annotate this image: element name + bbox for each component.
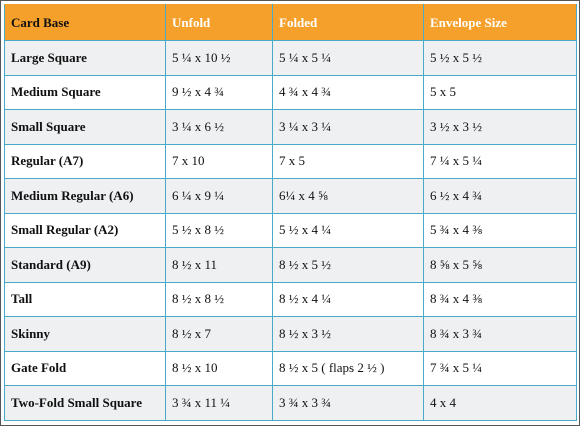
unfold-cell: 8 ½ x 8 ½ xyxy=(165,281,273,317)
card-base-cell: Regular (A7) xyxy=(4,143,166,179)
unfold-cell: 8 ½ x 7 xyxy=(165,316,273,352)
folded-cell: 3 ¾ x 3 ¾ xyxy=(272,385,424,421)
card-base-cell: Medium Square xyxy=(4,74,166,110)
unfold-cell: 9 ½ x 4 ¾ xyxy=(165,74,273,110)
unfold-cell: 7 x 10 xyxy=(165,143,273,179)
header-folded: Folded xyxy=(272,4,424,41)
folded-cell: 3 ¼ x 3 ¼ xyxy=(272,109,424,145)
unfold-cell: 8 ½ x 10 xyxy=(165,350,273,386)
folded-cell: 7 x 5 xyxy=(272,143,424,179)
envelope-size-cell: 7 ¼ x 5 ¼ xyxy=(423,143,577,179)
folded-cell: 5 ¼ x 5 ¼ xyxy=(272,40,424,76)
card-base-cell: Gate Fold xyxy=(4,350,166,386)
header-row: Card Base Unfold Folded Envelope Size xyxy=(4,4,577,41)
header-unfold: Unfold xyxy=(165,4,273,41)
header-card-base: Card Base xyxy=(4,4,166,41)
envelope-size-cell: 8 ⅝ x 5 ⅝ xyxy=(423,247,577,283)
card-base-cell: Tall xyxy=(4,281,166,317)
envelope-size-cell: 4 x 4 xyxy=(423,385,577,421)
unfold-cell: 6 ¼ x 9 ¼ xyxy=(165,178,273,214)
folded-cell: 8 ½ x 4 ¼ xyxy=(272,281,424,317)
envelope-size-cell: 5 ½ x 5 ½ xyxy=(423,40,577,76)
envelope-size-cell: 8 ¾ x 4 ⅜ xyxy=(423,281,577,317)
envelope-size-cell: 8 ¾ x 3 ¾ xyxy=(423,316,577,352)
card-base-cell: Skinny xyxy=(4,316,166,352)
folded-cell: 8 ½ x 5 ½ xyxy=(272,247,424,283)
envelope-size-cell: 7 ¾ x 5 ¼ xyxy=(423,350,577,386)
envelope-size-cell: 5 ¾ x 4 ⅜ xyxy=(423,212,577,248)
card-base-cell: Medium Regular (A6) xyxy=(4,178,166,214)
card-base-cell: Small Regular (A2) xyxy=(4,212,166,248)
unfold-cell: 8 ½ x 11 xyxy=(165,247,273,283)
card-base-cell: Small Square xyxy=(4,109,166,145)
folded-cell: 5 ½ x 4 ¼ xyxy=(272,212,424,248)
folded-cell: 8 ½ x 3 ½ xyxy=(272,316,424,352)
unfold-cell: 3 ¾ x 11 ¼ xyxy=(165,385,273,421)
unfold-cell: 3 ¼ x 6 ½ xyxy=(165,109,273,145)
unfold-cell: 5 ¼ x 10 ½ xyxy=(165,40,273,76)
header-envelope-size: Envelope Size xyxy=(423,4,577,41)
table-header: Card Base Unfold Folded Envelope Size xyxy=(4,4,577,41)
envelope-size-cell: 5 x 5 xyxy=(423,74,577,110)
envelope-size-cell: 3 ½ x 3 ½ xyxy=(423,109,577,145)
card-size-table: Card Base Unfold Folded Envelope Size La… xyxy=(4,4,577,421)
folded-cell: 6¼ x 4 ⅝ xyxy=(272,178,424,214)
envelope-size-cell: 6 ½ x 4 ¾ xyxy=(423,178,577,214)
card-base-cell: Large Square xyxy=(4,40,166,76)
table-row: Gate Fold 8 ½ x 10 8 ½ x 5 ( flaps 2 ½ ) 7 … xyxy=(4,350,577,386)
folded-cell: 4 ¾ x 4 ¾ xyxy=(272,74,424,110)
unfold-cell: 5 ½ x 8 ½ xyxy=(165,212,273,248)
folded-cell: 8 ½ x 5 ( flaps 2 ½ ) xyxy=(272,350,424,386)
card-base-cell: Standard (A9) xyxy=(4,247,166,283)
card-base-cell: Two-Fold Small Square xyxy=(4,385,166,421)
